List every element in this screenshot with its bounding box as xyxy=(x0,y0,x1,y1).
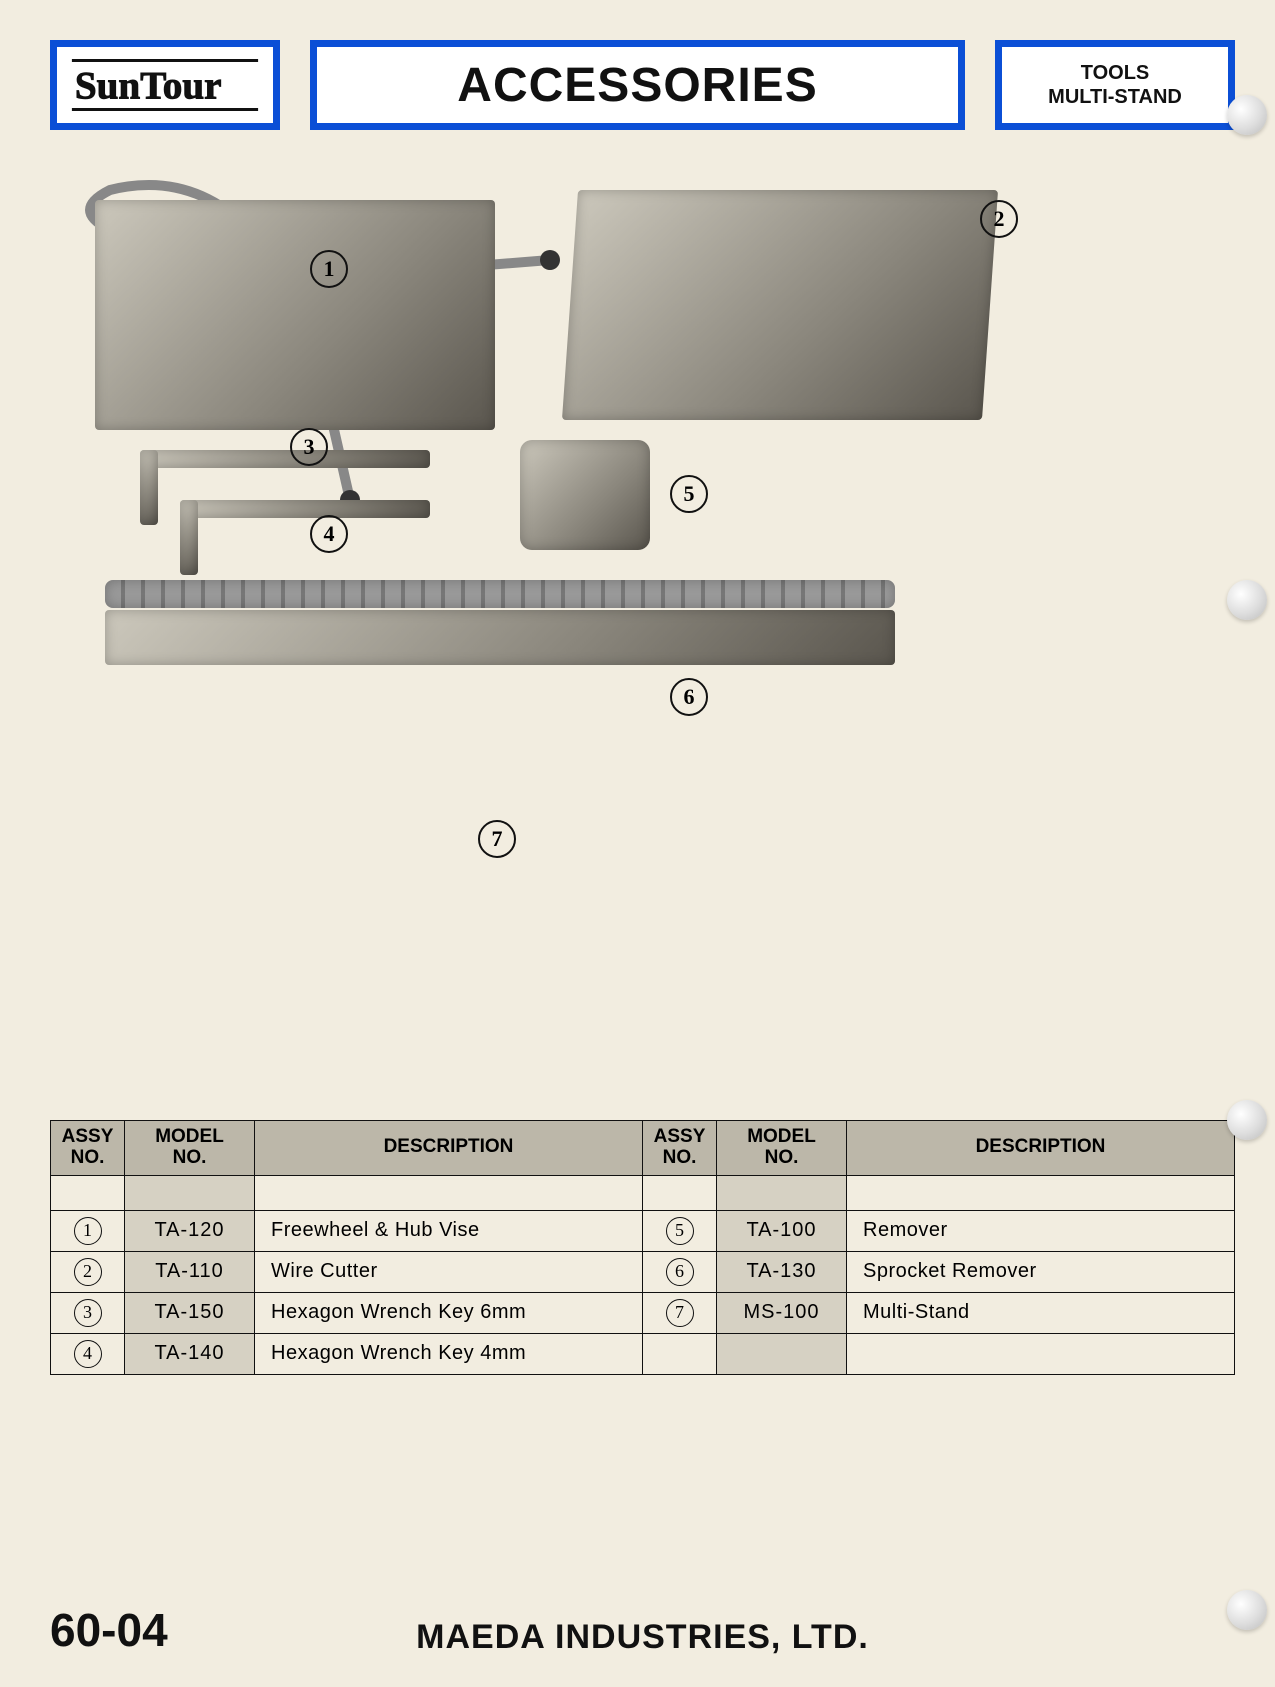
company-name: MAEDA INDUSTRIES, LTD. xyxy=(416,1618,869,1657)
callout-3: 3 xyxy=(290,428,328,466)
binder-hole xyxy=(1227,580,1267,620)
callout-1: 1 xyxy=(310,250,348,288)
callout-2: 2 xyxy=(980,200,1018,238)
binder-hole xyxy=(1227,1100,1267,1140)
footer: 60-04 MAEDA INDUSTRIES, LTD. xyxy=(50,1603,1235,1657)
col-assy-no-1: ASSYNO. xyxy=(51,1121,125,1176)
tool-photo-4 xyxy=(180,500,430,518)
binder-hole xyxy=(1227,1590,1267,1630)
callout-4: 4 xyxy=(310,515,348,553)
page-title: ACCESSORIES xyxy=(457,58,817,113)
parts-table: ASSYNO. MODELNO. DESCRIPTION ASSYNO. MOD… xyxy=(50,1120,1235,1375)
brand-logo-box: SunTour xyxy=(50,40,280,130)
tool-photo-3-leg xyxy=(140,450,158,525)
tool-photo-6-chain xyxy=(105,580,895,608)
col-description-2: DESCRIPTION xyxy=(847,1121,1235,1176)
table-spacer xyxy=(51,1175,1235,1210)
table-header-row: ASSYNO. MODELNO. DESCRIPTION ASSYNO. MOD… xyxy=(51,1121,1235,1176)
tool-photo-5 xyxy=(520,440,650,550)
table-row: 1TA-120Freewheel & Hub Vise5TA-100Remove… xyxy=(51,1210,1235,1251)
callout-5: 5 xyxy=(670,475,708,513)
svg-text:SunTour: SunTour xyxy=(75,65,222,108)
page-number: 60-04 xyxy=(50,1603,168,1657)
callout-6: 6 xyxy=(670,678,708,716)
table-row: 2TA-110Wire Cutter6TA-130Sprocket Remove… xyxy=(51,1251,1235,1292)
tool-photo-1 xyxy=(95,200,495,430)
tool-photo-2 xyxy=(562,190,998,420)
table-row: 3TA-150Hexagon Wrench Key 6mm7MS-100Mult… xyxy=(51,1292,1235,1333)
title-box: ACCESSORIES xyxy=(310,40,965,130)
tool-photo-3 xyxy=(140,450,430,468)
binder-hole xyxy=(1227,95,1267,135)
tool-photo-6 xyxy=(105,610,895,665)
subtitle-line-1: TOOLS xyxy=(1081,61,1150,85)
header: SunTour ACCESSORIES TOOLS MULTI-STAND xyxy=(50,40,1235,130)
col-model-no-2: MODELNO. xyxy=(717,1121,847,1176)
subtitle-box: TOOLS MULTI-STAND xyxy=(995,40,1235,130)
callout-7: 7 xyxy=(478,820,516,858)
col-model-no-1: MODELNO. xyxy=(125,1121,255,1176)
col-description-1: DESCRIPTION xyxy=(255,1121,643,1176)
parts-table-wrap: ASSYNO. MODELNO. DESCRIPTION ASSYNO. MOD… xyxy=(50,1120,1235,1375)
table-row: 4TA-140Hexagon Wrench Key 4mm xyxy=(51,1333,1235,1374)
illustration-area: 1 2 3 4 5 6 7 xyxy=(50,170,1235,1110)
col-assy-no-2: ASSYNO. xyxy=(643,1121,717,1176)
tool-photo-4-leg xyxy=(180,500,198,575)
suntour-logo: SunTour xyxy=(67,52,263,118)
subtitle-line-2: MULTI-STAND xyxy=(1048,85,1182,109)
catalog-page: SunTour ACCESSORIES TOOLS MULTI-STAND xyxy=(0,0,1275,1687)
